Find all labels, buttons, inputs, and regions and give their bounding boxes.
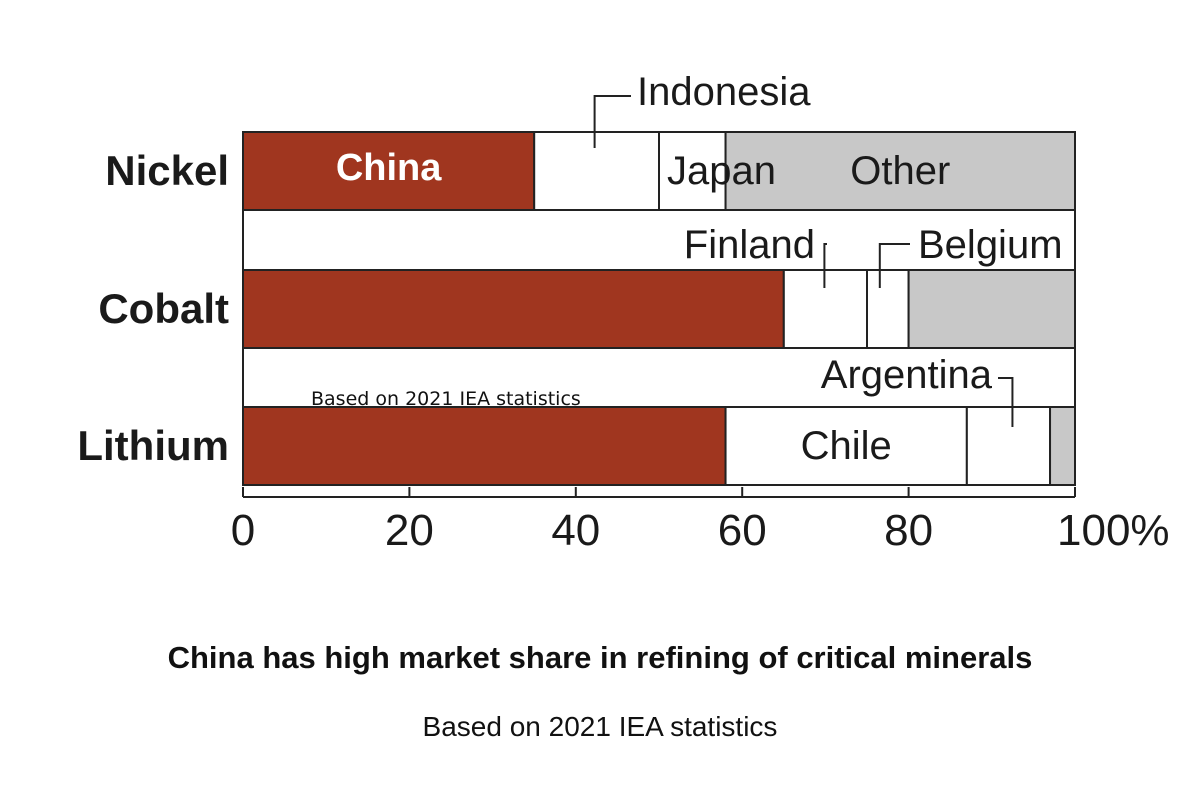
x-tick-label-1: 20 [385,506,434,555]
x-tick-label-2: 40 [551,506,600,555]
bar-segment-lithium-3 [1049,406,1077,486]
x-tick-label-5: 100% [1057,506,1170,555]
category-label-lithium: Lithium [77,422,229,469]
callout-line-indonesia [593,95,631,148]
x-tick-label-3: 60 [718,506,767,555]
overlay-source-note: Based on 2021 IEA statistics [311,388,581,410]
bar-segment-nickel-1 [533,131,661,211]
callout-line-belgium [878,243,910,288]
bar-segment-lithium-2 [965,406,1052,486]
bar-segment-cobalt-3 [907,269,1076,349]
callout-label-indonesia: Indonesia [637,70,811,114]
callout-label-finland: Finland [684,223,815,267]
segment-label-other: Other [850,149,950,193]
callout-line-finland [823,243,827,288]
callout-label-argentina: Argentina [821,353,993,397]
segment-label-chile: Chile [801,424,892,468]
bar-segment-cobalt-2 [866,269,910,349]
category-label-nickel: Nickel [105,147,229,194]
x-tick-label-4: 80 [884,506,933,555]
segment-label-japan: Japan [667,149,776,193]
segment-label-china: China [336,147,442,189]
stacked-bar-chart: Nickel China Indonesia Japan Other Cobalt Finl… [77,70,1170,555]
bar-segment-cobalt-1 [782,269,868,349]
category-label-cobalt: Cobalt [98,285,229,332]
bar-segment-lithium-0 [242,406,727,486]
bar-segment-cobalt-0 [242,269,785,349]
callout-line-argentina [998,377,1014,427]
chart-title: China has high market share in refining … [167,640,1033,675]
bar-segment-lithium-1 [724,406,968,486]
bar-segment-nickel-0 [242,131,536,211]
x-tick-label-0: 0 [231,506,255,555]
bar-segment-nickel-3 [724,131,1076,211]
chart-subtitle: Based on 2021 IEA statistics [422,711,778,742]
callout-label-belgium: Belgium [918,223,1063,267]
